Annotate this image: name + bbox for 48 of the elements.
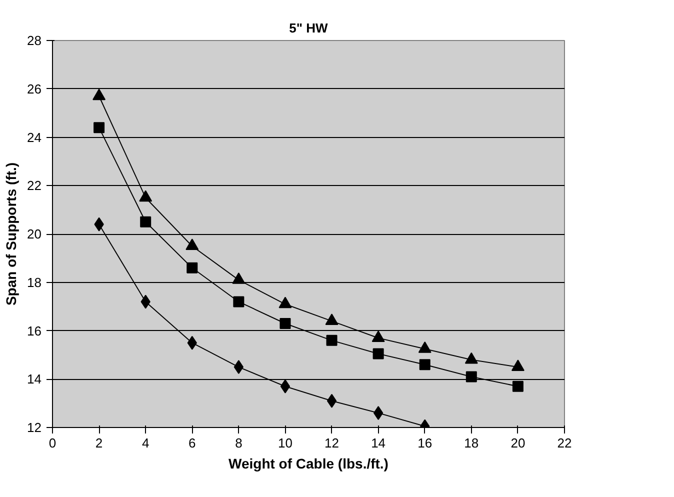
y-tick-label: 16 — [27, 323, 42, 338]
y-tick-label: 18 — [27, 274, 42, 290]
x-tick-label: 10 — [278, 436, 292, 450]
point — [280, 379, 290, 394]
x-tick-label: 8 — [235, 436, 242, 450]
point — [466, 371, 477, 382]
chart-title: 5" HW — [289, 20, 329, 36]
y-tick-label: 28 — [27, 33, 42, 48]
x-tick-label: 12 — [324, 436, 340, 450]
point — [280, 318, 291, 329]
point — [234, 360, 244, 374]
x-tick-label: 0 — [48, 436, 56, 450]
point — [94, 122, 105, 134]
point — [512, 380, 524, 392]
point — [372, 348, 384, 360]
y-tick-label: 26 — [27, 81, 42, 96]
y-tick-label: 12 — [27, 420, 42, 435]
point — [418, 341, 432, 353]
point — [325, 314, 338, 326]
point — [92, 88, 106, 100]
x-tick-label: 4 — [142, 436, 150, 450]
point — [419, 359, 430, 370]
point — [326, 334, 338, 346]
point — [511, 360, 524, 371]
x-axis-title: Weight of Cable (lbs./ft.) — [228, 456, 388, 472]
point — [372, 330, 385, 342]
y-tick-label: 22 — [27, 178, 42, 194]
y-tick-label: 20 — [27, 226, 42, 242]
point — [278, 296, 292, 308]
point — [186, 238, 199, 250]
x-tick-label: 2 — [95, 436, 103, 450]
y-tick-label: 24 — [27, 130, 42, 145]
point — [139, 190, 152, 202]
x-tick-label: 20 — [510, 436, 526, 450]
point — [186, 262, 198, 274]
x-tick-label: 22 — [557, 436, 572, 450]
x-tick-label: 6 — [188, 436, 196, 450]
x-tick-label: 18 — [464, 436, 479, 450]
point — [464, 352, 478, 364]
y-axis-title: Span of Supports (ft.) — [3, 162, 20, 306]
point — [373, 406, 384, 420]
x-tick-label: 16 — [418, 436, 432, 450]
point — [232, 272, 246, 284]
x-tick-label: 14 — [371, 436, 386, 450]
y-tick-label: 14 — [27, 372, 42, 387]
point — [140, 216, 152, 228]
point — [326, 394, 337, 408]
point — [233, 296, 244, 308]
